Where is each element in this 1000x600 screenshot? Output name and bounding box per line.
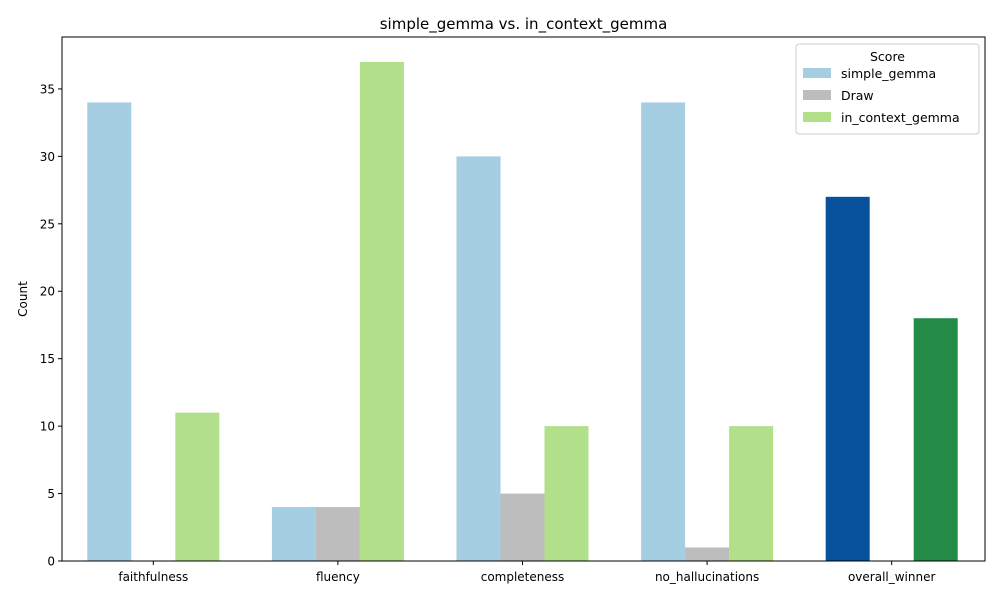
y-tick-label: 20 — [40, 285, 55, 299]
bar-completeness-in_context_gemma — [544, 426, 589, 561]
legend-swatch-in_context_gemma — [803, 112, 831, 122]
y-tick-label: 35 — [40, 82, 55, 96]
y-axis-ticks: 0 5 10 15 20 25 30 35 — [40, 82, 62, 569]
bar-faithfulness-simple_gemma — [87, 102, 132, 561]
bar-completeness-Draw — [500, 493, 545, 561]
y-axis-label: Count — [16, 281, 30, 317]
plot-frame — [61, 36, 986, 562]
y-tick-label: 30 — [40, 150, 55, 164]
y-tick-label: 15 — [40, 352, 55, 366]
x-tick-label: completeness — [481, 570, 565, 584]
legend-label-Draw: Draw — [841, 88, 874, 103]
bar-fluency-simple_gemma — [271, 507, 316, 561]
x-tick-label: faithfulness — [118, 570, 188, 584]
y-tick-label: 5 — [47, 487, 55, 501]
x-tick-label: no_hallucinations — [655, 570, 759, 584]
x-tick-label: fluency — [316, 570, 360, 584]
bar-fluency-Draw — [315, 507, 360, 561]
x-axis-ticks: faithfulness fluency completeness no_halluc… — [118, 561, 935, 584]
y-tick-label: 10 — [40, 420, 55, 434]
bar-completeness-simple_gemma — [456, 156, 501, 561]
legend-title: Score — [870, 49, 905, 64]
legend-label-simple_gemma: simple_gemma — [841, 66, 936, 81]
legend-label-in_context_gemma: in_context_gemma — [841, 110, 960, 125]
bar-fluency-in_context_gemma — [359, 61, 404, 561]
y-tick-label: 0 — [47, 555, 55, 569]
legend-swatch-Draw — [803, 90, 831, 100]
x-tick-label: overall_winner — [848, 570, 936, 584]
bar-overall_winner-in_context_gemma — [913, 318, 958, 561]
bar-no_hallucinations-in_context_gemma — [729, 426, 774, 561]
y-tick-label: 25 — [40, 217, 55, 231]
bar-no_hallucinations-simple_gemma — [641, 102, 686, 561]
legend-box — [795, 43, 980, 135]
bars-group — [87, 61, 958, 561]
legend: Score simple_gemma Draw in_context_gemma — [795, 43, 980, 135]
bar-no_hallucinations-Draw — [685, 547, 730, 561]
chart-title: simple_gemma vs. in_context_gemma — [380, 15, 668, 34]
bar-overall_winner-simple_gemma — [825, 196, 870, 561]
legend-swatch-simple_gemma — [803, 68, 831, 78]
bar-faithfulness-in_context_gemma — [175, 412, 220, 561]
